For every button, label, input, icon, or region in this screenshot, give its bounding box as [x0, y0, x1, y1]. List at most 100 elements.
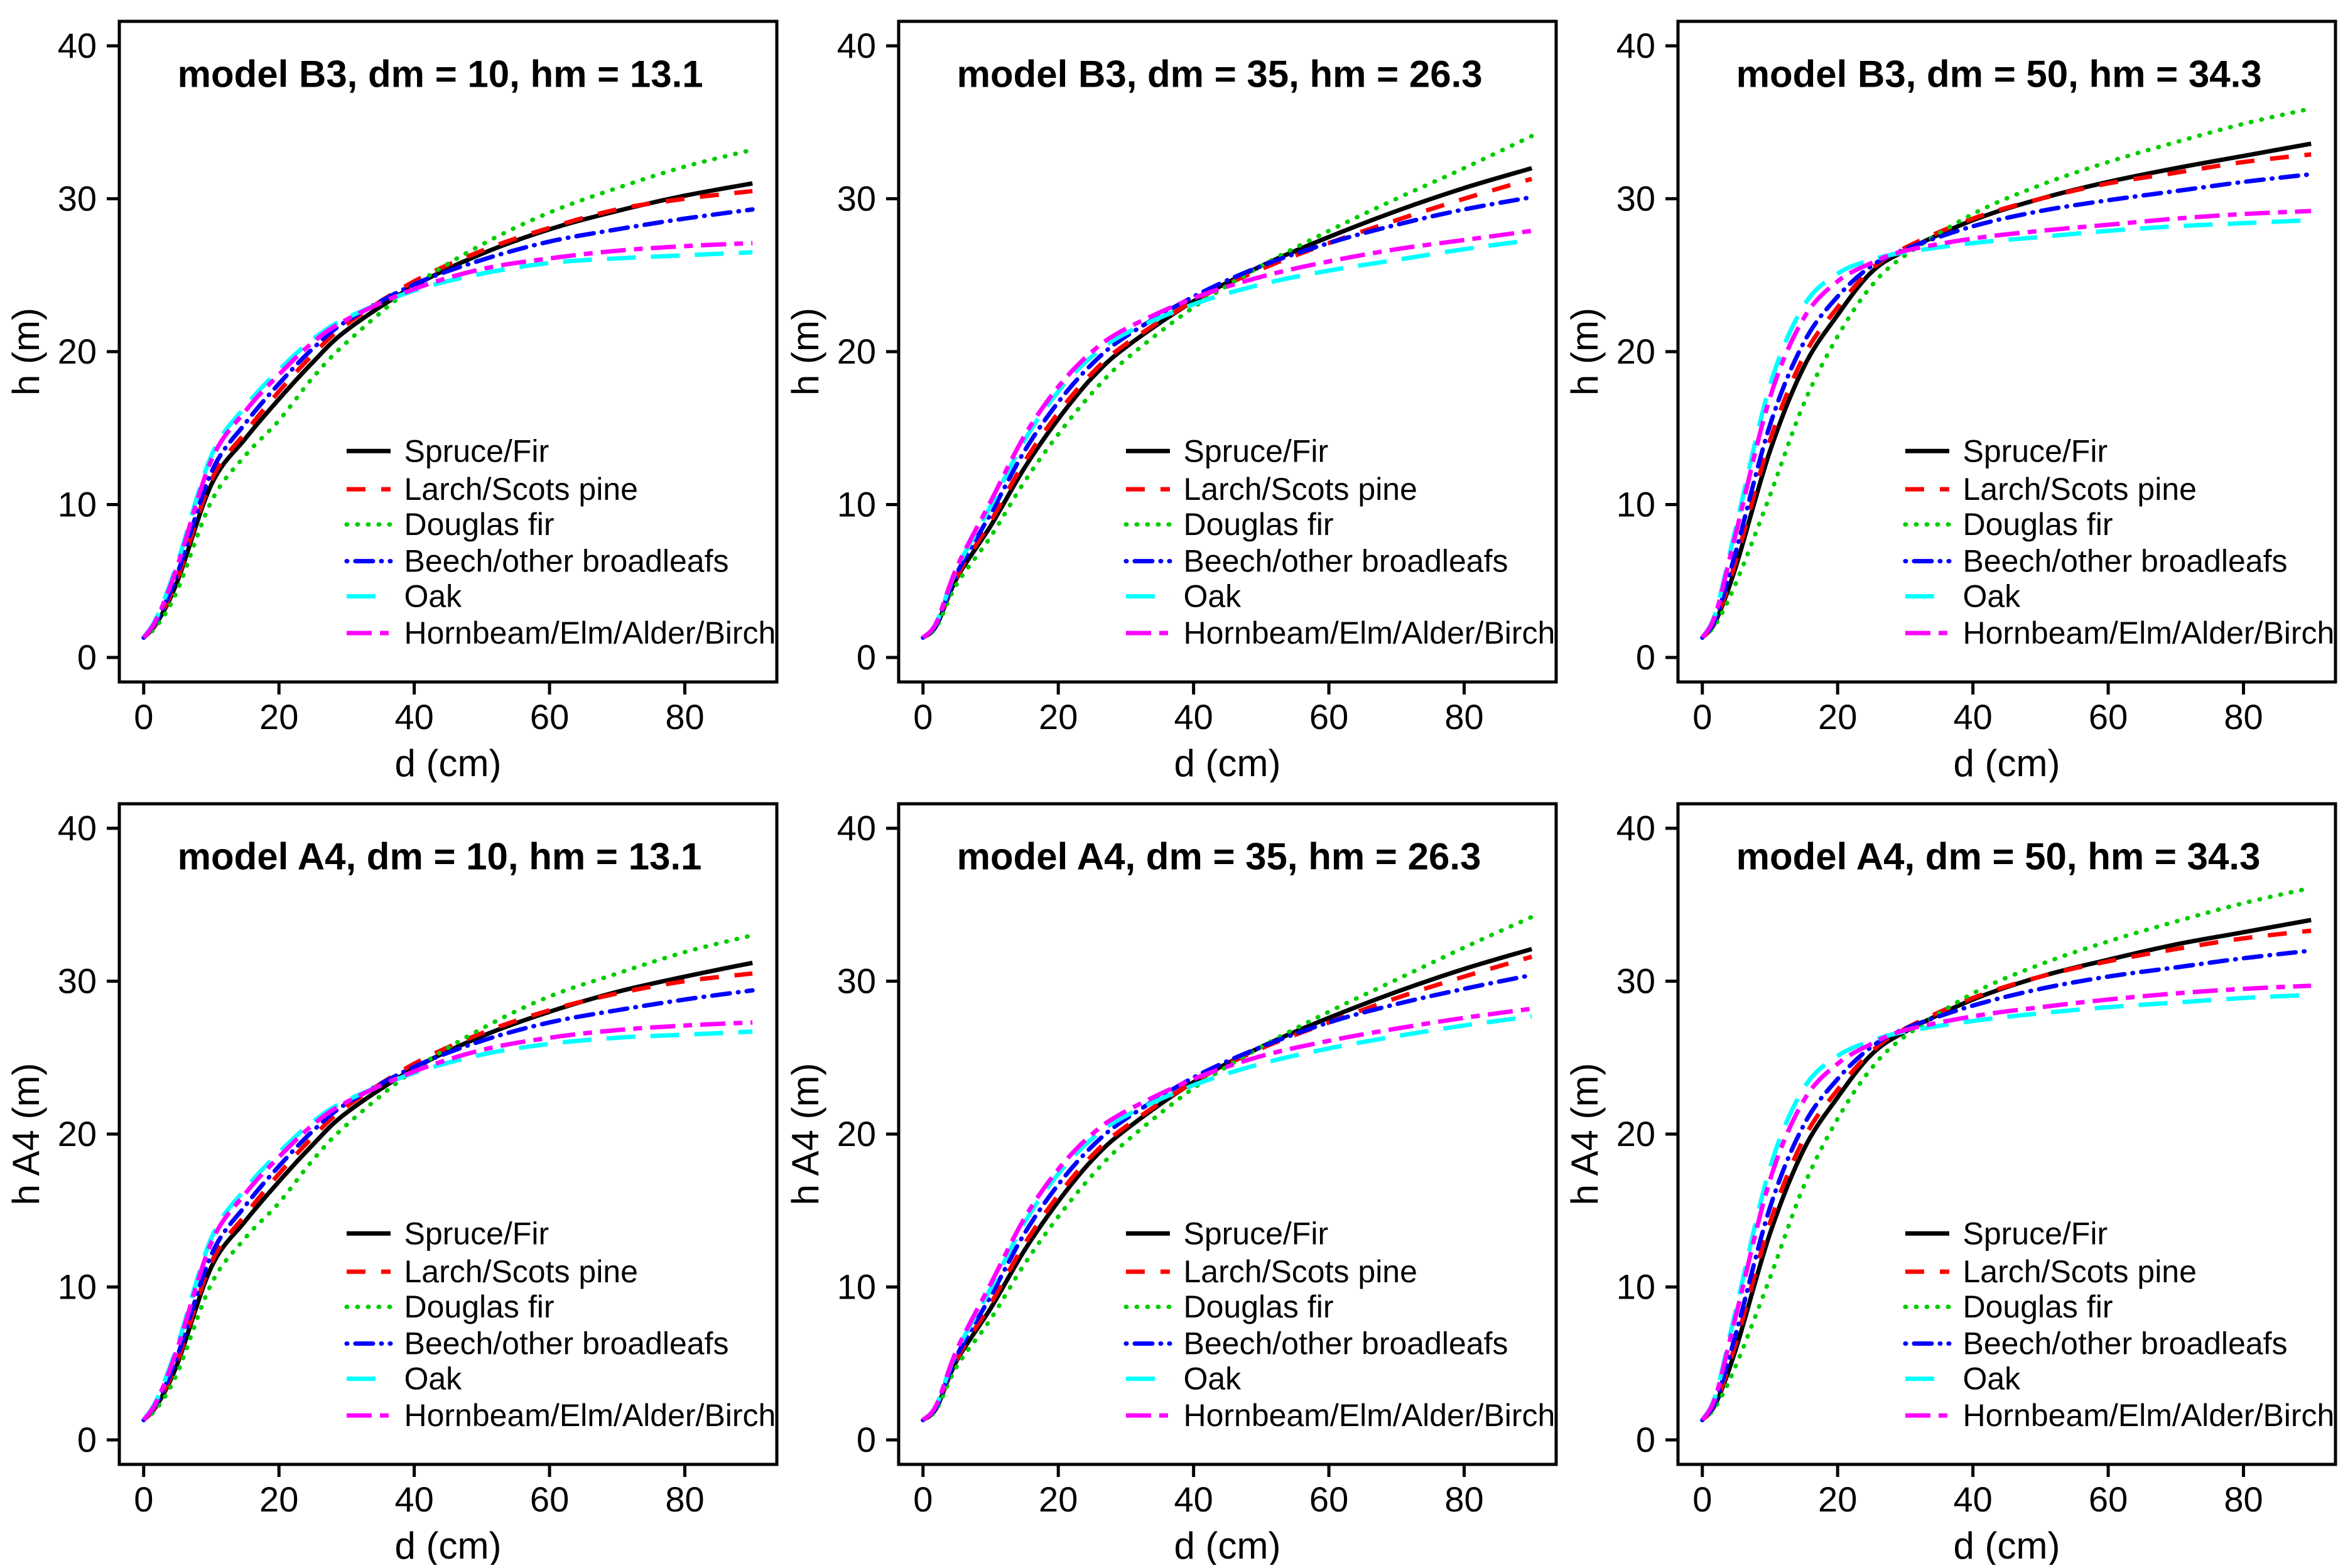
legend-label-hornbeam: Hornbeam/Elm/Alder/Birch: [1962, 1398, 2334, 1433]
legend-label-spruce: Spruce/Fir: [404, 433, 549, 468]
x-tick-label: 0: [134, 697, 153, 737]
curve-larch: [921, 176, 1533, 640]
curve-spruce: [921, 946, 1533, 1422]
y-tick-label: 10: [837, 485, 876, 524]
curve-douglas: [921, 914, 1534, 1422]
panel-title: model A4, dm = 50, hm = 34.3: [1736, 836, 2261, 878]
legend-label-hornbeam: Hornbeam/Elm/Alder/Birch: [1183, 615, 1555, 651]
curve-douglas: [141, 933, 755, 1422]
x-tick-label: 40: [1174, 697, 1213, 737]
legend-label-hornbeam: Hornbeam/Elm/Alder/Birch: [404, 615, 776, 651]
legend-label-spruce: Spruce/Fir: [1962, 433, 2108, 468]
x-tick-label: 80: [1444, 697, 1483, 737]
y-tick-label: 0: [1636, 637, 1655, 677]
panel-a4-dm50: 0 20 40 60 80 0 10 20 30 40 d (cm) h A4 (m) model A4…: [1559, 782, 2338, 1567]
legend-label-spruce: Spruce/Fir: [1183, 1216, 1328, 1251]
y-axis-title: h A4 (m): [784, 1063, 826, 1206]
chart-a4-dm35: 0 20 40 60 80 0 10 20 30 40 d (cm) h A4 (m) model A4…: [784, 802, 1558, 1567]
curve-hornbeam: [921, 229, 1532, 639]
chart-a4-dm50: 0 20 40 60 80 0 10 20 30 40 d (cm) h A4 (m) model A4…: [1564, 802, 2337, 1567]
y-tick-label: 0: [1636, 1420, 1655, 1459]
curve-hornbeam: [921, 1006, 1532, 1422]
x-tick-label: 40: [394, 1479, 433, 1519]
legend-label-larch: Larch/Scots pine: [1183, 1254, 1417, 1289]
y-tick-label: 30: [58, 961, 97, 1000]
curve-spruce: [921, 166, 1533, 640]
legend-label-larch: Larch/Scots pine: [404, 1254, 637, 1289]
x-tick-label: 20: [1818, 697, 1857, 737]
curve-beech: [141, 988, 755, 1422]
y-tick-label: 30: [58, 178, 97, 218]
y-tick-label: 0: [857, 1420, 876, 1459]
y-axis-title: h (m): [784, 308, 826, 396]
legend-label-douglas: Douglas fir: [404, 1289, 554, 1324]
legend-label-oak: Oak: [1183, 579, 1242, 614]
y-tick-label: 40: [1616, 808, 1655, 848]
y-tick-label: 40: [837, 26, 876, 65]
legend-label-beech: Beech/other broadleafs: [404, 544, 728, 579]
y-tick-label: 20: [58, 1114, 97, 1154]
legend-label-larch: Larch/Scots pine: [1962, 472, 2196, 507]
x-tick-label: 20: [1818, 1479, 1857, 1519]
curve-beech: [921, 195, 1534, 640]
y-tick-label: 30: [1616, 178, 1655, 218]
y-axis-title: h (m): [5, 308, 47, 396]
legend-label-oak: Oak: [404, 1361, 462, 1397]
x-tick-label: 0: [134, 1479, 153, 1519]
legend-label-hornbeam: Hornbeam/Elm/Alder/Birch: [404, 1398, 776, 1433]
y-axis-title: h A4 (m): [1564, 1063, 1606, 1206]
panel-b3-dm35: 0 20 40 60 80 0 10 20 30 40 d (cm) h (m) model B3, d…: [779, 0, 1559, 784]
x-tick-label: 20: [259, 697, 298, 737]
legend-label-oak: Oak: [1962, 579, 2021, 614]
x-axis-title: d (cm): [1174, 742, 1281, 782]
x-tick-label: 0: [913, 1479, 933, 1519]
legend-label-spruce: Spruce/Fir: [404, 1216, 549, 1251]
curve-spruce: [142, 960, 753, 1422]
legend-label-beech: Beech/other broadleafs: [404, 1326, 728, 1361]
x-tick-label: 80: [665, 1479, 704, 1519]
legend-label-spruce: Spruce/Fir: [1962, 1216, 2108, 1251]
curve-douglas: [141, 148, 755, 640]
panel-a4-dm10: 0 20 40 60 80 0 10 20 30 40 d (cm) h A4 (m) model A4…: [0, 782, 779, 1567]
y-tick-label: 40: [58, 808, 97, 848]
legend-label-beech: Beech/other broadleafs: [1183, 1326, 1508, 1361]
legend-label-douglas: Douglas fir: [1183, 1289, 1333, 1324]
x-tick-label: 60: [2089, 1479, 2128, 1519]
x-tick-label: 20: [259, 1479, 298, 1519]
y-tick-label: 40: [837, 808, 876, 848]
x-axis-title: d (cm): [395, 1525, 502, 1565]
curve-spruce: [142, 181, 753, 639]
y-tick-label: 0: [857, 637, 876, 677]
x-tick-label: 80: [665, 697, 704, 737]
legend-label-larch: Larch/Scots pine: [404, 472, 637, 507]
x-tick-label: 40: [1174, 1479, 1213, 1519]
y-tick-label: 10: [837, 1267, 876, 1307]
y-tick-label: 40: [58, 26, 97, 65]
panel-a4-dm35: 0 20 40 60 80 0 10 20 30 40 d (cm) h A4 (m) model A4…: [779, 782, 1559, 1567]
y-tick-label: 40: [1616, 26, 1655, 65]
x-axis-title: d (cm): [1174, 1525, 1281, 1565]
x-tick-label: 0: [1692, 697, 1712, 737]
legend-label-douglas: Douglas fir: [404, 507, 554, 542]
x-tick-label: 0: [913, 697, 933, 737]
legend-label-larch: Larch/Scots pine: [1183, 472, 1417, 507]
y-tick-label: 10: [58, 485, 97, 524]
panel-title: model A4, dm = 35, hm = 26.3: [957, 836, 1481, 878]
legend-label-beech: Beech/other broadleafs: [1962, 1326, 2287, 1361]
panel-title: model B3, dm = 35, hm = 26.3: [957, 53, 1483, 95]
legend-label-oak: Oak: [1183, 1361, 1242, 1397]
y-tick-label: 30: [1616, 961, 1655, 1000]
legend-label-hornbeam: Hornbeam/Elm/Alder/Birch: [1183, 1398, 1555, 1433]
x-tick-label: 60: [1309, 697, 1348, 737]
panel-title: model B3, dm = 10, hm = 13.1: [178, 53, 703, 95]
x-axis-title: d (cm): [395, 742, 502, 782]
y-tick-label: 10: [58, 1267, 97, 1307]
chart-b3-dm50: 0 20 40 60 80 0 10 20 30 40 d (cm) h (m) model B3, d…: [1564, 19, 2337, 784]
panel-b3-dm50: 0 20 40 60 80 0 10 20 30 40 d (cm) h (m) model B3, d…: [1559, 0, 2338, 784]
legend-label-oak: Oak: [1962, 1361, 2021, 1397]
y-axis-title: h A4 (m): [5, 1063, 47, 1206]
x-tick-label: 60: [2089, 697, 2128, 737]
x-tick-label: 80: [2224, 697, 2263, 737]
